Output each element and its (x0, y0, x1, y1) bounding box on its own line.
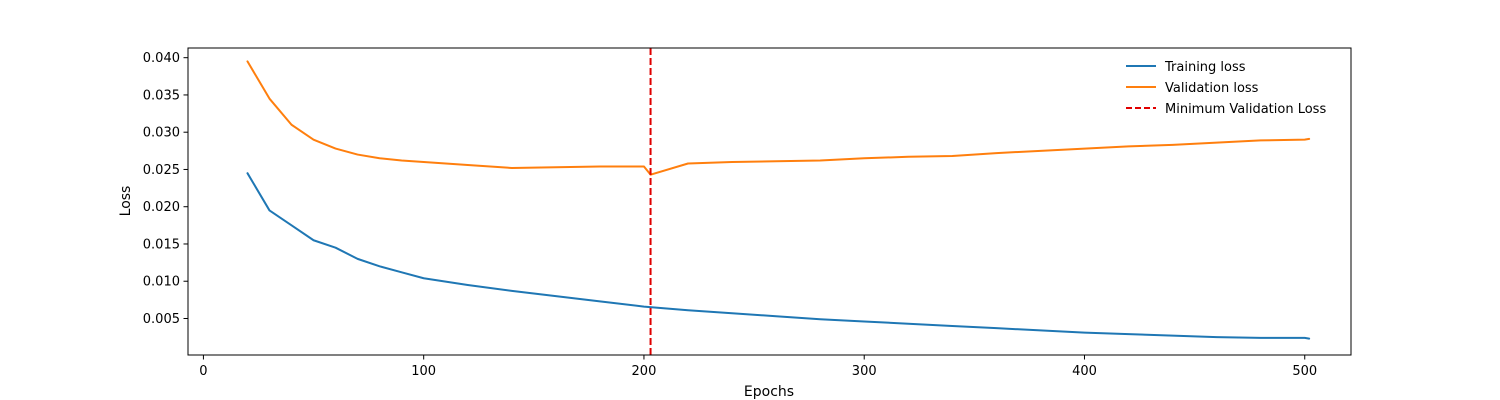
x-tick-label: 300 (852, 364, 877, 379)
legend: Training loss Validation loss Minimum Vali… (1126, 60, 1326, 117)
y-tick-label: 0.035 (143, 88, 180, 103)
y-tick-label: 0.005 (143, 312, 180, 327)
x-tick-label: 100 (411, 364, 436, 379)
legend-label: Minimum Validation Loss (1165, 102, 1326, 117)
y-tick-label: 0.015 (143, 237, 180, 252)
y-tick-label: 0.030 (143, 126, 180, 141)
x-axis: 0 100 200 300 400 500 (199, 355, 1317, 379)
y-tick-label: 0.040 (143, 51, 180, 66)
x-tick-label: 400 (1072, 364, 1097, 379)
series-layer (246, 60, 1311, 340)
x-axis-label: Epochs (744, 384, 794, 400)
y-tick-label: 0.010 (143, 275, 180, 290)
legend-label: Training loss (1164, 60, 1246, 75)
x-tick-label: 200 (632, 364, 657, 379)
y-tick-label: 0.020 (143, 200, 180, 215)
legend-label: Validation loss (1165, 81, 1259, 96)
x-tick-label: 500 (1292, 364, 1317, 379)
x-tick-label: 0 (199, 364, 207, 379)
series-line-1 (246, 60, 1311, 176)
plot-frame (187, 47, 1352, 356)
y-axis: 0.005 0.010 0.015 0.020 0.025 0.030 0.035 0.040 (143, 51, 188, 327)
series-line-0 (246, 172, 1311, 340)
y-axis-label: Loss (118, 186, 134, 217)
y-tick-label: 0.025 (143, 163, 180, 178)
